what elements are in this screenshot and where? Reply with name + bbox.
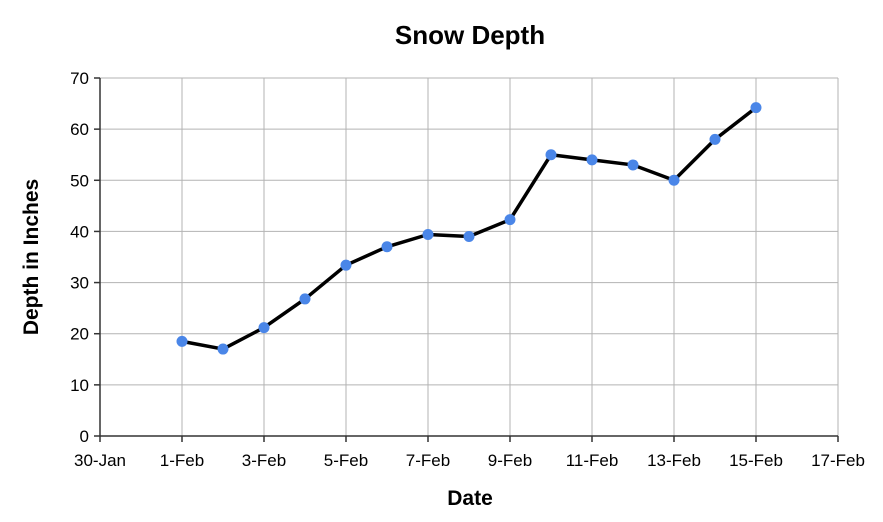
data-point (668, 174, 680, 186)
series-layer (180, 105, 758, 351)
x-axis-label: Date (447, 487, 493, 510)
x-tick-label: 13-Feb (647, 451, 701, 470)
x-tick-label: 5-Feb (324, 451, 368, 470)
y-axis-label: Depth in Inches (20, 179, 43, 335)
grid-lines (100, 77, 839, 436)
y-tick-label: 70 (70, 69, 89, 88)
chart-title: Snow Depth (395, 20, 545, 50)
data-point (176, 335, 188, 347)
y-axis-ticks: 0 10 20 30 40 50 60 70 (70, 69, 100, 446)
y-tick-label: 30 (70, 274, 89, 293)
x-tick-label: 9-Feb (488, 451, 532, 470)
data-point (627, 159, 639, 171)
y-tick-label: 40 (70, 222, 89, 241)
data-point (258, 322, 270, 334)
data-point (545, 149, 557, 161)
y-tick-label: 0 (80, 427, 89, 446)
x-tick-label: 15-Feb (729, 451, 783, 470)
data-point (299, 293, 311, 305)
x-tick-label: 30-Jan (74, 451, 126, 470)
data-point (217, 343, 229, 355)
x-tick-label: 11-Feb (566, 451, 619, 470)
data-point (709, 133, 721, 145)
y-tick-label: 10 (70, 376, 89, 395)
data-point (586, 154, 598, 166)
data-point (463, 231, 475, 243)
series-line (180, 105, 758, 351)
data-point (422, 228, 434, 240)
y-tick-label: 20 (70, 325, 89, 344)
x-axis-ticks: 30-Jan 1-Feb 3-Feb 5-Feb 7-Feb 9-Feb 11-Feb 13-… (74, 436, 865, 470)
data-point (381, 241, 393, 253)
data-point (750, 102, 762, 114)
axes (99, 78, 838, 437)
y-tick-label: 50 (70, 171, 89, 190)
y-tick-label: 60 (70, 120, 89, 139)
data-point (504, 214, 516, 226)
data-points (176, 102, 762, 355)
x-tick-label: 17-Feb (811, 451, 865, 470)
x-tick-label: 3-Feb (242, 451, 286, 470)
x-tick-label: 7-Feb (406, 451, 450, 470)
x-tick-label: 1-Feb (160, 451, 204, 470)
data-point (340, 259, 352, 271)
